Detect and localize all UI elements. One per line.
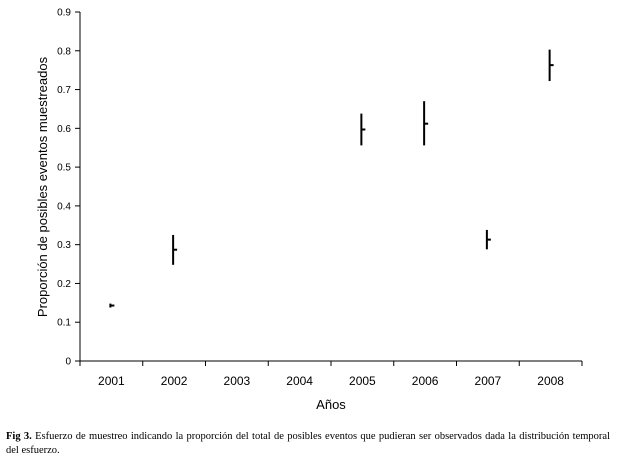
y-tick-label: 0.3 xyxy=(57,240,71,251)
y-tick-label: 0.9 xyxy=(57,8,71,19)
y-axis-label: Proporción de posibles eventos muestread… xyxy=(35,56,50,317)
caption-text: Esfuerzo de muestreo indicando la propor… xyxy=(6,431,611,456)
y-tick-label: 0.8 xyxy=(57,46,71,57)
x-axis-label: Años xyxy=(316,397,346,412)
x-tick-label: 2006 xyxy=(412,374,439,388)
data-marks xyxy=(109,49,554,308)
y-tick-label: 0.1 xyxy=(57,318,71,329)
y-axis: 0 0.1 0.2 0.3 0.4 0.5 0.6 0.7 0.8 0.9 xyxy=(57,8,81,368)
x-tick-label: 2002 xyxy=(161,374,188,388)
y-tick-label: 0.5 xyxy=(57,163,71,174)
x-tick-label: 2008 xyxy=(537,374,564,388)
y-tick-label: 0.6 xyxy=(57,124,71,135)
x-tick-label: 2005 xyxy=(349,374,376,388)
y-tick-label: 0.4 xyxy=(57,201,71,212)
figure-caption: Fig 3. Esfuerzo de muestreo indicando la… xyxy=(6,430,610,457)
caption-label: Fig 3. xyxy=(6,431,32,442)
y-tick-label: 0.2 xyxy=(57,279,71,290)
y-tick-label: 0.7 xyxy=(57,85,71,96)
x-tick-label: 2003 xyxy=(224,374,251,388)
x-axis: 2001 2002 2003 2004 2005 2006 2007 2008 xyxy=(79,360,583,388)
chart: 00.10.20.30.40.50.60.70.80.9 2001 2002 200… xyxy=(35,8,583,412)
y-tick-label: 0 xyxy=(65,357,71,368)
x-tick-label: 2004 xyxy=(286,374,313,388)
x-tick-label: 2001 xyxy=(98,374,125,388)
x-tick-label: 2007 xyxy=(475,374,502,388)
